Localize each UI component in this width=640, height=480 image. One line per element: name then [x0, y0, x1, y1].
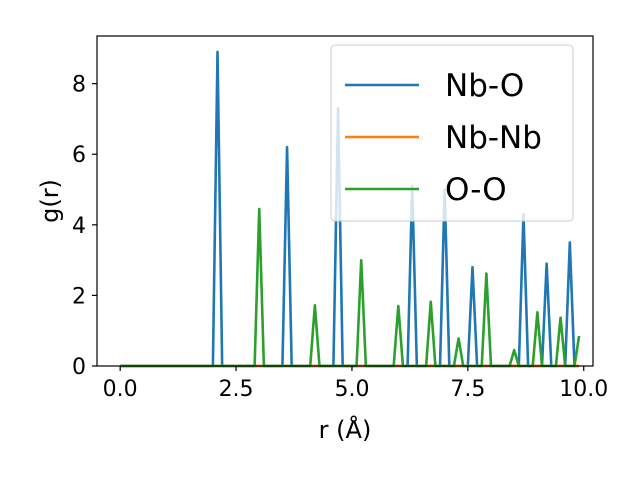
x-tick-label: 7.5 — [450, 377, 485, 402]
y-axis-label: g(r) — [36, 179, 64, 223]
x-axis-label: r (Å) — [319, 415, 372, 444]
legend: Nb-O Nb-Nb O-O — [330, 44, 574, 222]
legend-label: Nb-O — [445, 68, 524, 104]
y-tick-label: 8 — [72, 73, 86, 98]
axes-frame — [96, 35, 594, 367]
y-tick-label: 6 — [72, 143, 86, 168]
legend-label: O-O — [445, 172, 507, 208]
y-tick-label: 0 — [72, 355, 86, 380]
y-tick-label: 4 — [72, 214, 86, 239]
legend-label: Nb-Nb — [445, 120, 542, 156]
x-tick-label: 5.0 — [334, 377, 369, 402]
x-tick-label: 2.5 — [219, 377, 254, 402]
x-tick-label: 0.0 — [103, 377, 138, 402]
legend-box — [330, 44, 574, 222]
x-axis-ticks: 0.0 2.5 5.0 7.5 10.0 — [103, 366, 608, 402]
y-tick-label: 2 — [72, 284, 86, 309]
y-axis-ticks: 0 2 4 6 8 — [72, 73, 97, 380]
x-tick-label: 10.0 — [559, 377, 608, 402]
